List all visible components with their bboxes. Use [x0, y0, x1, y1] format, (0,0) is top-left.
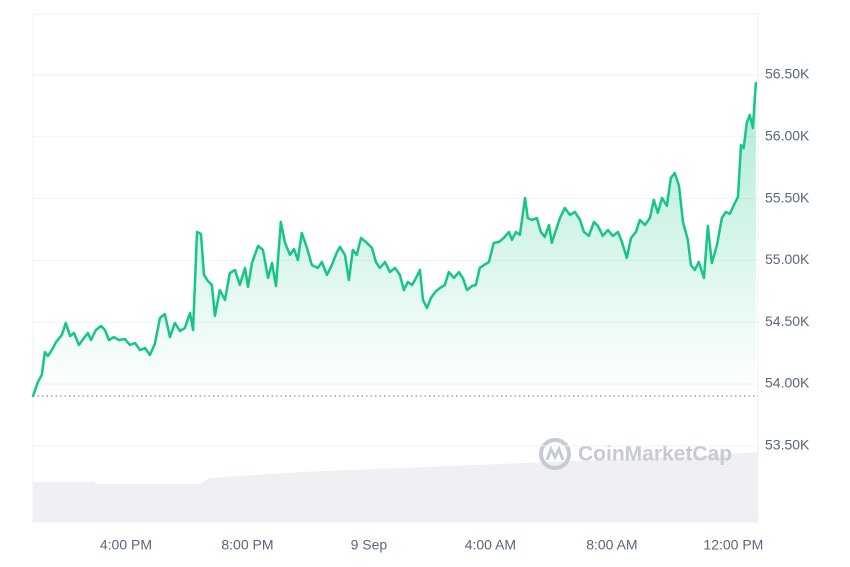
volume-area — [33, 452, 758, 522]
y-tick-label: 53.50K — [765, 437, 810, 453]
price-line — [31, 81, 758, 398]
y-tick-label: 54.00K — [765, 375, 810, 391]
y-tick-label: 55.50K — [765, 189, 810, 205]
x-tick-label: 9 Sep — [351, 537, 388, 553]
y-tick-label: 56.00K — [765, 127, 810, 143]
y-tick-label: 56.50K — [765, 66, 810, 82]
watermark-logo-mark — [545, 445, 565, 461]
y-tick-label: 55.00K — [765, 251, 810, 267]
price-area — [33, 82, 756, 397]
x-tick-label: 12:00 PM — [703, 537, 763, 553]
x-tick-label: 4:00 AM — [465, 537, 516, 553]
watermark-text: CoinMarketCap — [578, 443, 732, 466]
x-tick-label: 4:00 PM — [100, 537, 152, 553]
x-tick-label: 8:00 PM — [221, 537, 273, 553]
watermark-logo — [539, 438, 571, 470]
y-tick-label: 54.50K — [765, 313, 810, 329]
watermark: CoinMarketCap — [539, 438, 732, 470]
x-tick-label: 8:00 AM — [586, 537, 637, 553]
